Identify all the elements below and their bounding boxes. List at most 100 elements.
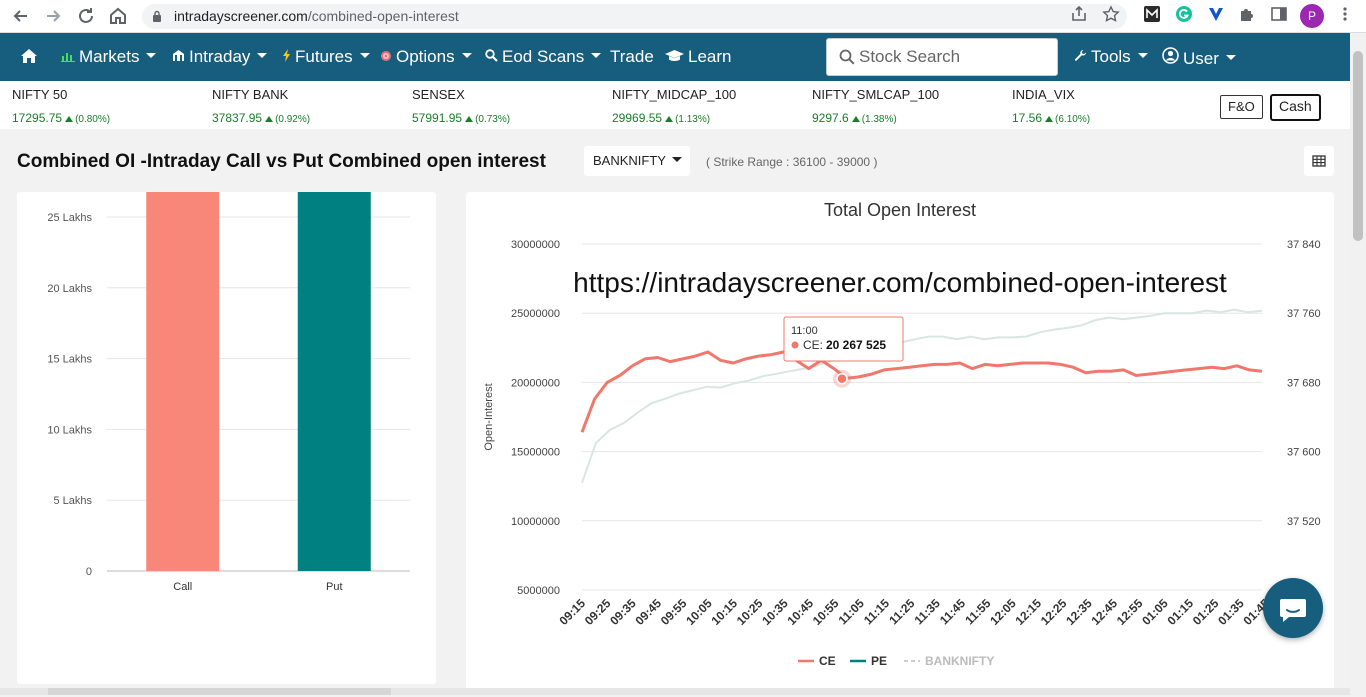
tooltip-time: 11:00 xyxy=(791,325,818,337)
nav-intraday[interactable]: Intraday xyxy=(172,47,268,67)
arrow-up-icon xyxy=(65,116,74,122)
right-ytick-label: 37 680 xyxy=(1287,377,1321,389)
table-icon xyxy=(1312,155,1326,167)
puzzle-icon[interactable] xyxy=(1236,5,1258,27)
chevron-down-icon xyxy=(671,157,682,163)
xtick-label: 10:55 xyxy=(810,596,842,628)
nav-eod-scans[interactable]: Eod Scans xyxy=(485,47,602,67)
stock-search[interactable] xyxy=(826,38,1058,76)
index-ticker: NIFTY 50 17295.75 (0.80%) NIFTY BANK 3783… xyxy=(0,81,1350,129)
fo-segment-button[interactable]: F&O xyxy=(1220,95,1263,119)
hover-point xyxy=(836,372,848,385)
call-put-bar-panel: 0 5 Lakhs 10 Lakhs 15 Lakhs 20 Lakhs 25 Lakhs… xyxy=(17,0,436,684)
arrow-up-icon xyxy=(1045,116,1054,122)
bar-chart-icon xyxy=(61,50,75,65)
xtick-label: 12:15 xyxy=(1013,596,1045,628)
xtick-label: 12:45 xyxy=(1089,596,1121,628)
arrow-up-icon xyxy=(665,116,674,122)
building-icon xyxy=(172,49,185,65)
left-ytick-label: 20000000 xyxy=(511,377,560,389)
reload-icon[interactable] xyxy=(75,5,97,27)
right-ytick-label: 37 760 xyxy=(1287,308,1321,320)
xtick-label: 12:05 xyxy=(987,596,1019,628)
ticker-item[interactable]: NIFTY_MIDCAP_100 29969.55 (1.13%) xyxy=(612,87,737,125)
xtick-label: 01:35 xyxy=(1215,596,1247,628)
sidepanel-icon[interactable] xyxy=(1268,5,1290,27)
symbol-dropdown[interactable]: BANKNIFTY xyxy=(584,146,690,176)
bar-call xyxy=(146,0,220,571)
search-icon xyxy=(485,49,498,65)
xtick-label: 10:05 xyxy=(683,596,715,628)
bar-category-label: Put xyxy=(326,581,343,593)
nav-tools[interactable]: Tools xyxy=(1074,47,1148,67)
home-icon[interactable] xyxy=(19,46,39,71)
legend-label: BANKNIFTY xyxy=(925,654,994,668)
ce-series-line xyxy=(580,350,1263,433)
table-view-button[interactable] xyxy=(1304,146,1334,176)
xtick-label: 12:35 xyxy=(1063,596,1095,628)
home-icon[interactable] xyxy=(107,5,129,27)
bolt-icon xyxy=(282,49,291,65)
extension-v-icon[interactable] xyxy=(1205,5,1227,27)
left-ytick-label: 5000000 xyxy=(517,585,560,597)
tooltip-series: CE: xyxy=(803,338,823,352)
right-ytick-label: 37 600 xyxy=(1287,447,1321,459)
xtick-label: 10:45 xyxy=(785,596,817,628)
nav-trade[interactable]: Trade xyxy=(610,47,654,66)
cash-segment-button[interactable]: Cash xyxy=(1270,94,1321,121)
right-ytick-label: 37 840 xyxy=(1287,239,1321,251)
bar-ytick-label: 25 Lakhs xyxy=(47,212,92,224)
xtick-label: 10:25 xyxy=(734,596,766,628)
bar-ytick-label: 10 Lakhs xyxy=(47,424,92,436)
bar-category-label: Call xyxy=(173,581,192,593)
xtick-label: 11:45 xyxy=(937,596,968,627)
share-icon[interactable] xyxy=(1068,5,1090,27)
left-ytick-label: 30000000 xyxy=(511,239,560,251)
nav-options[interactable]: Options xyxy=(380,47,472,67)
nav-markets[interactable]: Markets xyxy=(61,47,157,67)
call-put-bar-chart: 0 5 Lakhs 10 Lakhs 15 Lakhs 20 Lakhs 25 Lakhs… xyxy=(47,0,410,593)
xtick-label: 11:05 xyxy=(836,596,867,627)
ticker-item[interactable]: NIFTY 50 17295.75 (0.80%) xyxy=(12,87,111,125)
stock-search-input[interactable] xyxy=(859,46,1049,68)
profile-avatar[interactable]: P xyxy=(1300,4,1324,28)
xtick-label: 11:35 xyxy=(912,596,943,627)
total-oi-line-panel: Total Open Interest 5000000 10000000 150000… xyxy=(466,192,1334,692)
vertical-scrollbar[interactable] xyxy=(1350,33,1366,695)
ticker-item[interactable]: INDIA_VIX 17.56 (6.10%) xyxy=(1012,87,1091,125)
legend-label: CE xyxy=(819,654,836,668)
star-icon[interactable] xyxy=(1100,5,1122,27)
arrow-up-icon xyxy=(851,116,860,122)
left-ytick-label: 25000000 xyxy=(511,308,560,320)
arrow-up-icon xyxy=(265,116,274,122)
xtick-label: 09:45 xyxy=(633,596,665,628)
xtick-label: 09:15 xyxy=(557,596,589,628)
nav-learn[interactable]: Learn xyxy=(665,47,731,67)
lock-icon xyxy=(153,10,161,22)
ticker-item[interactable]: NIFTY_SMLCAP_100 9297.6 (1.38%) xyxy=(812,87,940,125)
nav-futures[interactable]: Futures xyxy=(282,47,370,67)
line-chart-title: Total Open Interest xyxy=(824,200,976,220)
nav-user[interactable]: User xyxy=(1162,47,1236,69)
extension-m-icon[interactable] xyxy=(1141,5,1163,27)
horizontal-scrollbar[interactable] xyxy=(0,688,1350,695)
ticker-item[interactable]: NIFTY BANK 37837.95 (0.92%) xyxy=(212,87,311,125)
xtick-label: 11:55 xyxy=(962,596,993,627)
xtick-label: 10:15 xyxy=(709,596,741,628)
page-title: Combined OI -Intraday Call vs Put Combin… xyxy=(17,151,546,172)
xtick-label: 12:55 xyxy=(1114,596,1146,628)
address-bar[interactable]: intradayscreener.com/combined-open-inter… xyxy=(142,4,1127,29)
chat-button[interactable] xyxy=(1263,578,1323,638)
url-text: intradayscreener.com/combined-open-inter… xyxy=(174,8,459,24)
chart-legend: CE PE BANKNIFTY xyxy=(798,654,994,668)
bar-ytick-label: 20 Lakhs xyxy=(47,283,92,295)
wrench-icon xyxy=(1074,49,1087,65)
forward-icon[interactable] xyxy=(42,5,64,27)
ticker-item[interactable]: SENSEX 57991.95 (0.73%) xyxy=(412,87,511,125)
back-icon[interactable] xyxy=(10,5,32,27)
xtick-label: 01:05 xyxy=(1139,596,1171,628)
chat-icon xyxy=(1280,599,1306,622)
grammarly-icon[interactable] xyxy=(1173,5,1195,27)
menu-dots-icon[interactable] xyxy=(1334,5,1356,27)
bar-ytick-label: 0 xyxy=(86,566,92,578)
